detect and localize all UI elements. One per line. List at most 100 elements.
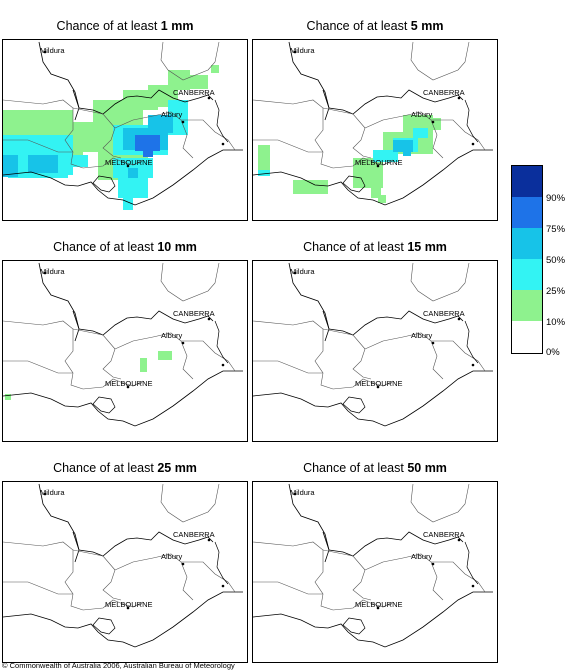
boundary-line [253,139,323,153]
boundary-line [3,99,84,169]
boundary-line [214,320,229,364]
legend-tick-75: 75% [546,224,566,235]
map-panel-25mm: Mildura CANBERRA Albury MELBOURNE [2,481,248,663]
boundary-line [181,561,236,593]
probability-cell [158,351,172,360]
probability-cell [258,170,270,176]
boundary-line [410,41,470,81]
boundary-line [364,553,444,601]
town-marker [181,341,185,345]
panel-title-50mm: Chance of at least 50 mm [303,461,447,475]
boundary-line [464,541,479,585]
probability-cell [211,65,219,73]
boundary-line [342,396,366,414]
probability-cell [258,145,270,175]
place-label-melbourne: MELBOURNE [355,600,403,609]
boundary-line [114,553,194,601]
legend-tick-0: 0% [546,347,560,358]
town-marker [457,96,461,100]
probability-cell [3,155,18,177]
boundary-line [322,531,330,563]
probability-cell [378,195,386,203]
boundary-line [464,99,479,143]
boundary-line [253,541,334,611]
boundary-line [160,483,220,523]
legend-swatch-50 [512,228,542,259]
boundary-line [214,541,229,585]
town-marker [126,606,130,610]
town-marker [293,271,297,275]
place-label-mildura: Mildura [40,488,65,497]
place-label-albury: Albury [411,331,433,340]
town-marker [471,584,475,588]
boundary-line [92,617,116,635]
probability-cell [183,75,208,89]
map-svg: Mildura CANBERRA Albury MELBOURNE [253,483,493,648]
town-marker [221,363,225,367]
probability-cell [123,198,133,210]
map-panel-50mm: Mildura CANBERRA Albury MELBOURNE [252,481,498,663]
boundary-line [322,328,372,380]
boundary-line [3,591,243,648]
town-marker [207,96,211,100]
town-marker [457,538,461,542]
boundary-line [322,107,372,159]
boundary-line [72,328,122,380]
probability-cell [293,180,328,194]
boundary-line [431,340,486,372]
probability-cell [73,155,88,167]
place-label-mildura: Mildura [40,46,65,55]
town-marker [293,50,297,54]
boundary-line [3,320,84,390]
town-marker [471,142,475,146]
boundary-line [288,262,464,336]
boundary-line [72,549,122,601]
boundary-line [82,599,144,611]
map-svg: Mildura CANBERRA Albury MELBOURNE [253,41,493,206]
boundary-line [3,360,73,374]
town-marker [43,50,47,54]
copyright-notice: © Commonwealth of Australia 2006, Austra… [2,661,235,670]
legend-swatch-25 [512,259,542,290]
town-marker [126,164,130,168]
map-panel-15mm: Mildura CANBERRA Albury MELBOURNE [252,260,498,442]
panel-title-5mm: Chance of at least 5 mm [306,19,444,33]
probability-cell [148,115,173,133]
boundary-line [288,41,464,115]
map-panel-1mm: Mildura CANBERRA Albury MELBOURNE [2,39,248,221]
boundary-line [3,139,73,153]
probability-cell [373,150,398,162]
town-marker [376,606,380,610]
boundary-line [3,541,84,611]
boundary-line [410,483,470,523]
boundary-line [160,262,220,302]
boundary-line [364,332,444,380]
panel-title-1mm: Chance of at least 1 mm [56,19,194,33]
boundary-line [253,581,323,595]
boundary-line [3,370,243,427]
boundary-line [322,89,330,121]
place-label-melbourne: MELBOURNE [355,379,403,388]
place-label-albury: Albury [411,110,433,119]
boundary-line [214,99,229,143]
probability-cell [140,358,147,372]
probability-cell [28,155,58,173]
town-marker [221,142,225,146]
map-svg: Mildura CANBERRA Albury MELBOURNE [3,41,243,210]
town-marker [181,562,185,566]
probability-cell [118,178,148,198]
boundary-line [322,549,372,601]
boundary-line [253,591,493,648]
place-label-melbourne: MELBOURNE [105,379,153,388]
map-panel-5mm: Mildura CANBERRA Albury MELBOURNE [252,39,498,221]
boundary-line [3,149,243,206]
boundary-line [342,617,366,635]
probability-cell [371,180,381,198]
town-marker [376,385,380,389]
place-label-canberra: CANBERRA [173,530,215,539]
place-label-melbourne: MELBOURNE [105,158,153,167]
boundary-line [114,111,194,159]
legend-swatch-90 [512,166,542,197]
boundary-line [332,157,394,169]
boundary-line [342,175,366,193]
